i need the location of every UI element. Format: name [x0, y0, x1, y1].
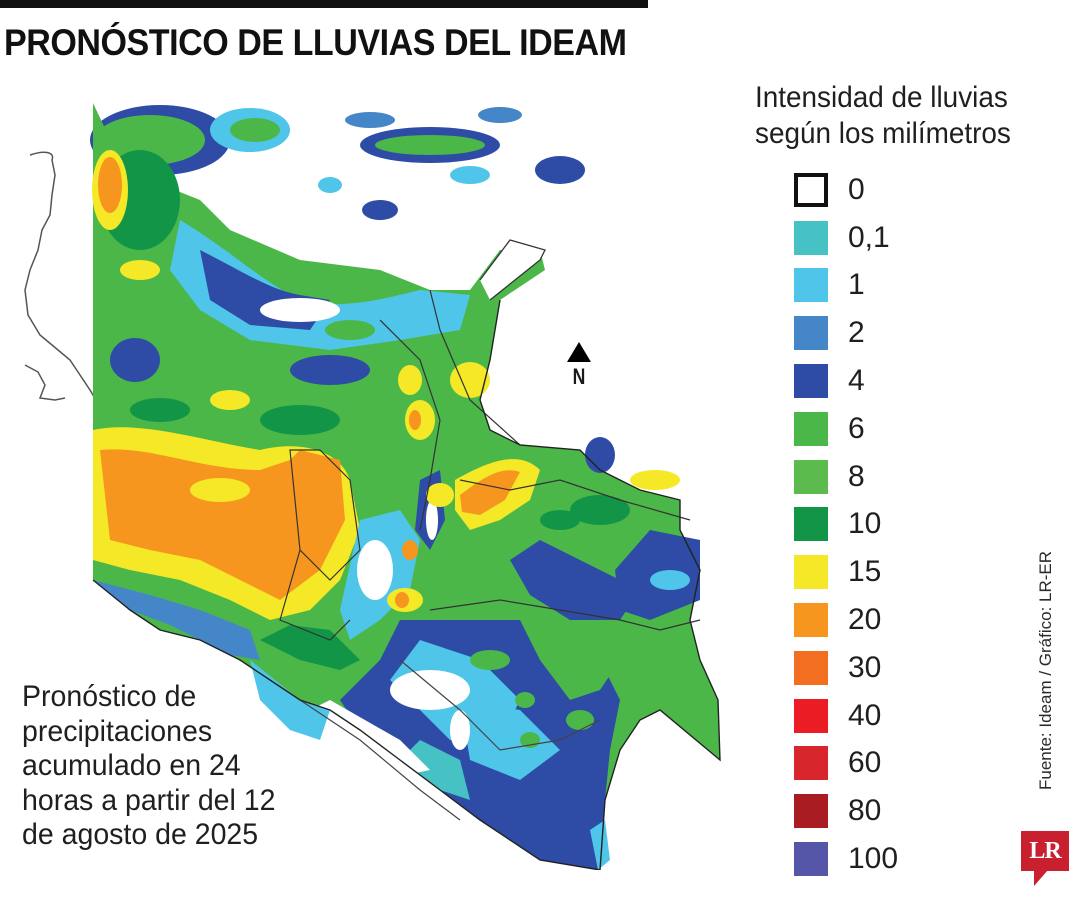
legend-swatch: [794, 555, 828, 590]
legend-swatch: [794, 507, 828, 542]
legend-item-8: 8: [794, 453, 898, 501]
legend-swatch: [794, 220, 828, 255]
map-raster-north: [90, 103, 628, 220]
legend-item-4: 4: [794, 357, 898, 405]
legend-label: 0,1: [848, 220, 890, 254]
legend-label: 15: [848, 555, 882, 589]
legend-label: 4: [848, 364, 865, 398]
page-title: PRONÓSTICO DE LLUVIAS DEL IDEAM: [4, 22, 627, 63]
legend-item-10: 10: [794, 501, 898, 549]
legend-item-100: 100: [794, 835, 898, 883]
legend-swatch: [794, 794, 828, 829]
legend-item-2: 2: [794, 309, 898, 357]
north-indicator: N: [566, 342, 592, 398]
description-line: Pronóstico de: [22, 680, 197, 713]
legend-label: 30: [848, 650, 882, 684]
north-label: N: [572, 364, 586, 389]
legend-label: 8: [848, 459, 865, 493]
legend-label: 80: [848, 794, 882, 828]
legend-swatch: [794, 603, 828, 638]
legend-title-line1: Intensidad de lluvias: [755, 81, 1008, 114]
legend-title: Intensidad de lluvias según los milímetr…: [755, 80, 1011, 152]
legend-swatch: [794, 459, 828, 494]
legend-title-line2: según los milímetros: [755, 117, 1011, 150]
legend-label: 2: [848, 316, 865, 350]
map-svg: [24, 103, 721, 870]
map-raster-mainland: [92, 103, 721, 870]
legend-item-40: 40: [794, 692, 898, 740]
legend-item-15: 15: [794, 548, 898, 596]
legend: 0 0,1 1 2 4 6 8 10 15 20 30 40 60 80 100: [794, 166, 898, 883]
lr-logo-tail-icon: [1034, 870, 1048, 886]
legend-item-60: 60: [794, 740, 898, 788]
legend-swatch: [794, 172, 828, 207]
map-description: Pronóstico de precipitaciones acumulado …: [22, 680, 307, 853]
top-rule: [0, 0, 648, 8]
legend-swatch: [794, 650, 828, 685]
precipitation-map: [0, 100, 740, 870]
legend-item-0-1: 0,1: [794, 214, 898, 262]
legend-label: 10: [848, 507, 882, 541]
legend-swatch: [794, 364, 828, 399]
legend-item-1: 1: [794, 262, 898, 310]
legend-swatch: [794, 411, 828, 446]
legend-label: 60: [848, 746, 882, 780]
legend-label: 100: [848, 842, 899, 876]
legend-item-6: 6: [794, 405, 898, 453]
description-line: horas a partir del 12: [22, 783, 276, 817]
description-line: acumulado en 24: [22, 749, 241, 782]
source-credit: Fuente: Ideam / Gráfico: LR-ER: [1036, 550, 1055, 790]
legend-item-0: 0: [794, 166, 898, 214]
legend-swatch: [794, 316, 828, 351]
legend-item-80: 80: [794, 787, 898, 835]
description-line: precipitaciones: [22, 714, 213, 748]
north-arrow-icon: [567, 342, 591, 362]
legend-label: 1: [848, 268, 865, 302]
lr-logo: LR: [1021, 831, 1069, 871]
legend-label: 6: [848, 411, 865, 445]
legend-label: 0: [848, 172, 865, 206]
legend-swatch: [794, 746, 828, 781]
description-line: de agosto de 2025: [22, 818, 259, 851]
legend-label: 20: [848, 603, 882, 637]
legend-swatch: [794, 842, 828, 877]
legend-swatch: [794, 698, 828, 733]
legend-item-30: 30: [794, 644, 898, 692]
legend-label: 40: [848, 698, 882, 732]
central-america-outline: [24, 151, 97, 401]
legend-swatch: [794, 268, 828, 303]
legend-item-20: 20: [794, 596, 898, 644]
